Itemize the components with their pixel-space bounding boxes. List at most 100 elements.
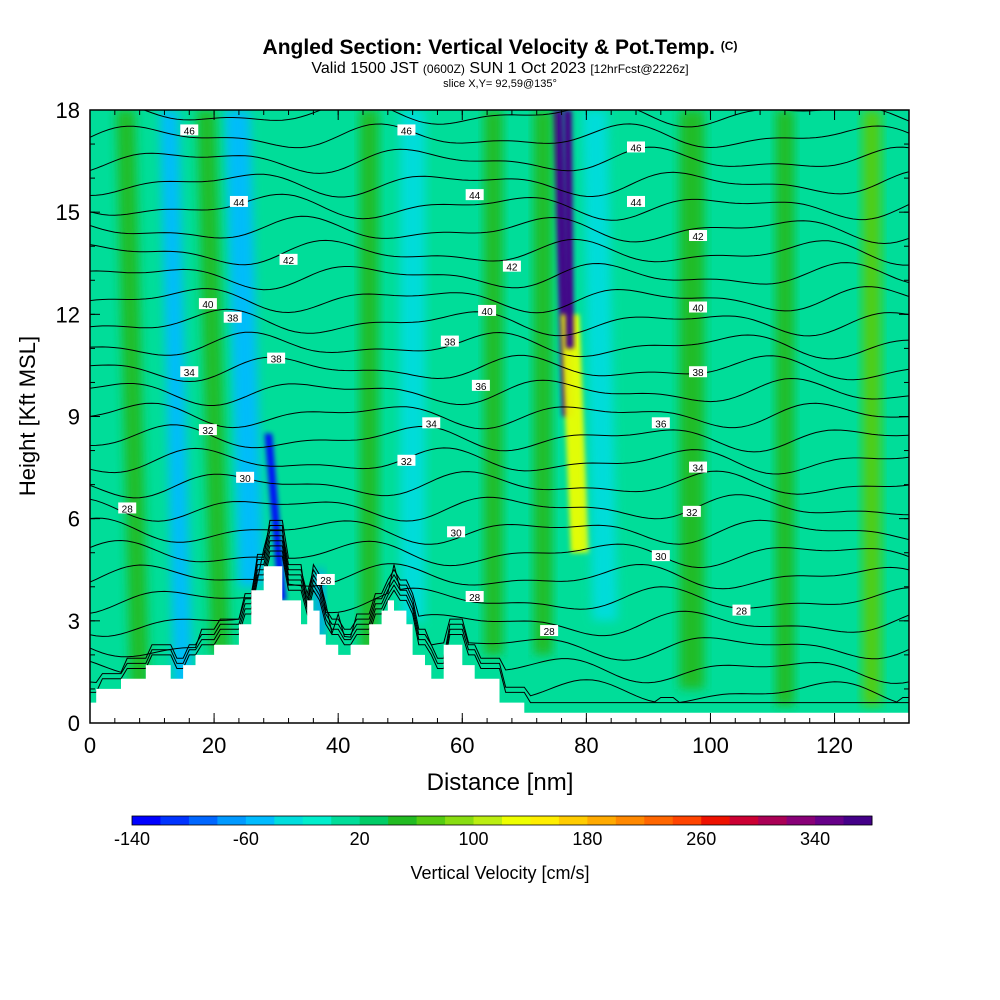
colorbar-swatch <box>644 816 674 825</box>
contour-label-text: 28 <box>736 607 748 618</box>
contour-labels: 46 46 46 44 44 44 42 42 42 40 40 40 38 38 38 38 36 36 34 34… <box>118 124 751 638</box>
contour-label: 38 <box>689 366 708 379</box>
colorbar-swatch <box>786 816 816 825</box>
plot-area: 46 46 46 44 44 44 42 42 42 40 40 40 38 38 38 38 36 36 34 34… <box>90 110 909 723</box>
isentrope-line <box>90 530 909 614</box>
isentrope-line <box>90 535 909 638</box>
isentrope-line <box>90 424 909 453</box>
contour-label: 40 <box>198 298 217 311</box>
colorbar-swatch <box>132 816 161 825</box>
contour-label-text: 28 <box>122 504 134 515</box>
contour-label-bg <box>689 301 708 313</box>
colorbar-swatch <box>359 816 389 825</box>
contour-label-text: 40 <box>202 300 214 311</box>
velocity-feature <box>775 110 795 706</box>
contour-label: 28 <box>732 604 751 618</box>
contour-label: 34 <box>689 461 708 475</box>
x-tick-label: 80 <box>574 733 598 758</box>
contour-label: 32 <box>682 505 701 519</box>
contour-label-text: 44 <box>630 198 642 209</box>
contour-label-bg <box>316 573 335 585</box>
contour-label-text: 34 <box>426 419 438 430</box>
contour-label: 36 <box>651 417 670 430</box>
isentrope-contours <box>90 110 909 704</box>
contour-label-bg <box>682 505 701 517</box>
contour-label-bg <box>478 304 497 316</box>
contour-label: 46 <box>397 124 416 137</box>
y-tick-label: 12 <box>56 302 80 327</box>
contour-label: 28 <box>540 625 559 638</box>
isentrope-line <box>90 517 909 545</box>
contour-label: 42 <box>689 230 708 243</box>
contour-label-text: 46 <box>401 126 413 137</box>
contour-label-bg <box>689 230 708 242</box>
colorbar-swatch <box>587 816 617 825</box>
colorbar-swatch <box>672 816 702 825</box>
isentrope-line <box>90 171 909 198</box>
isentrope-line <box>90 447 909 475</box>
valid-time-utc: (0600Z) <box>422 62 465 76</box>
contour-label-text: 42 <box>692 232 704 243</box>
contour-label-bg <box>465 590 484 602</box>
colorbar-frame <box>131 815 873 826</box>
updraft-core <box>563 110 574 349</box>
contour-label: 38 <box>267 352 286 366</box>
isentrope-line <box>90 215 909 245</box>
contour-label-text: 42 <box>506 263 518 274</box>
y-tick-label: 15 <box>56 200 80 225</box>
contour-label-bg <box>440 335 459 347</box>
valid-date: SUN 1 Oct 2023 <box>469 60 586 77</box>
contour-label-bg <box>471 379 490 391</box>
contour-label: 46 <box>627 141 645 154</box>
contour-label-bg <box>180 366 199 378</box>
y-tick-label: 6 <box>68 507 80 532</box>
isentrope-line <box>90 308 909 337</box>
colorbar-swatch <box>502 816 531 825</box>
contour-label: 40 <box>689 301 708 315</box>
colorbar-swatch <box>217 816 247 825</box>
contour-label: 44 <box>627 195 645 209</box>
contour-label: 40 <box>478 304 497 318</box>
contour-label-text: 40 <box>692 304 704 315</box>
x-axis-label: Distance [nm] <box>427 769 574 796</box>
isentrope-line <box>90 545 909 684</box>
contour-label-text: 46 <box>184 126 196 137</box>
contour-label-text: 36 <box>655 419 667 430</box>
contour-label-bg <box>397 454 416 466</box>
contour-label-text: 42 <box>283 256 295 267</box>
contour-label-bg <box>627 195 645 207</box>
contour-label: 30 <box>651 550 670 563</box>
colorbar-tick-label: -140 <box>114 829 150 849</box>
contour-label-bg <box>198 298 217 310</box>
colorbar-tick-label: 100 <box>459 829 489 849</box>
velocity-feature <box>582 110 618 621</box>
isentrope-line <box>90 540 909 661</box>
colorbar-swatch <box>473 816 503 825</box>
colorbar-swatch <box>758 816 788 825</box>
contour-label-bg <box>236 471 255 483</box>
velocity-feature <box>533 110 553 655</box>
contour-label-text: 30 <box>451 528 463 539</box>
velocity-feature <box>560 314 590 553</box>
contour-label: 36 <box>471 379 490 393</box>
contour-label-text: 46 <box>630 143 642 154</box>
y-tick-label: 9 <box>68 405 80 430</box>
isentrope-line <box>90 123 909 149</box>
contour-label-bg <box>447 526 466 538</box>
contour-label-bg <box>422 417 441 429</box>
contour-label-bg <box>267 352 286 364</box>
colorbar-swatch <box>302 816 332 825</box>
contour-label-bg <box>180 124 199 136</box>
chart-subtitle: Valid 1500 JST (0600Z) SUN 1 Oct 2023 [1… <box>0 60 1000 78</box>
colorbar-swatch <box>188 816 218 825</box>
colorbar-tick-label: 20 <box>350 829 370 849</box>
isentrope-line <box>90 525 909 590</box>
isentrope-line <box>90 550 909 704</box>
contour-label: 46 <box>180 124 199 137</box>
contour-label: 32 <box>198 424 217 437</box>
velocity-feature <box>159 110 193 689</box>
forecast-info: [12hrFcst@2226z] <box>590 62 689 76</box>
isentrope-line <box>90 238 909 266</box>
contour-label-bg <box>651 417 670 429</box>
